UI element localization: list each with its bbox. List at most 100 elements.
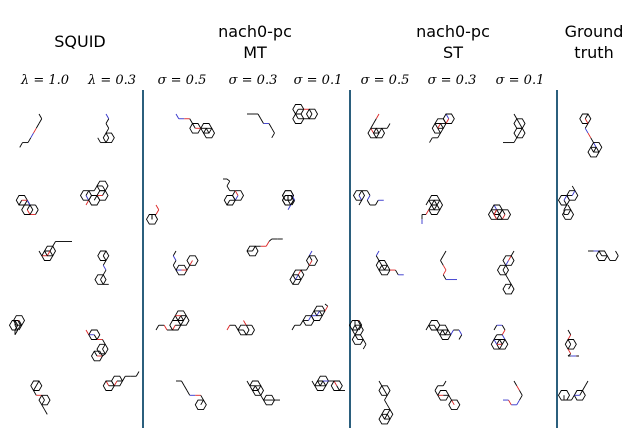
column-header: σ = 0.5 [361,73,410,88]
bond [183,385,188,391]
bond [172,260,177,266]
bond [257,113,262,119]
bond [85,195,90,201]
bond [493,204,498,210]
bond [440,260,444,266]
bond [584,380,589,386]
bond [226,200,231,206]
group-title: truth [574,43,613,62]
bond [93,334,98,340]
molecule [223,178,245,206]
bond [105,113,110,119]
ring [251,385,265,396]
molecule [79,180,109,206]
bond [593,147,597,153]
column-header: σ = 0.5 [158,73,207,88]
bond [316,310,320,316]
bond [366,190,371,196]
bond [493,209,498,215]
molecule [226,320,255,336]
bond [18,200,23,206]
bond [584,113,589,119]
ring [96,343,109,355]
bond [437,128,441,134]
bond [375,255,380,261]
molecule [246,380,280,406]
bond [122,376,126,382]
ring [513,127,526,139]
molecule [85,329,109,362]
bond [102,348,106,355]
bond [425,209,430,215]
bond [519,390,523,396]
ring [289,274,302,285]
bond [93,351,98,357]
bond [243,329,247,335]
bond [93,195,98,201]
bond [606,255,611,261]
ring [202,127,216,139]
bond [14,325,19,331]
bond [354,334,359,340]
bond [433,200,438,206]
molecule [367,113,391,139]
bond [41,399,45,406]
bond [567,348,572,355]
bond [163,325,168,331]
ring [561,209,575,220]
bond [584,128,589,134]
bond [308,109,313,115]
molecule [564,329,579,357]
bond [375,113,380,119]
molecule [311,375,345,391]
molecule [291,303,329,331]
bond [38,118,43,124]
bond [100,274,104,280]
molecule [172,250,199,276]
bond [200,395,204,401]
bond [442,265,447,271]
bond [508,399,512,406]
bond [395,269,399,276]
bond [516,399,520,406]
bond [268,238,273,242]
ring [200,123,213,134]
bond [234,195,239,201]
bond [510,250,515,256]
bond [615,250,619,256]
bond [516,132,520,139]
ring [430,199,444,211]
bond [189,118,193,124]
bond [260,118,264,124]
molecule [487,204,512,220]
bond [35,380,40,386]
ring [502,255,515,266]
bond [14,329,19,335]
ring [194,399,207,411]
bond [386,404,391,410]
bond [502,269,507,276]
bond [384,414,388,420]
bond [378,260,383,266]
bond [366,195,371,201]
bond [437,123,441,129]
bond [598,250,603,256]
bond [155,325,160,331]
ring [175,264,188,276]
bond [434,385,439,391]
ring [88,195,101,206]
bond [200,399,204,406]
bond [445,113,450,119]
bond [102,255,107,261]
molecule [440,250,457,281]
bond [437,132,441,139]
molecule [496,250,515,295]
bond [93,185,98,191]
ring [437,390,450,401]
bond [308,113,313,119]
bond [358,190,363,196]
bond [501,329,506,335]
bond [18,325,23,331]
molecule [292,104,319,124]
bond [186,390,191,396]
